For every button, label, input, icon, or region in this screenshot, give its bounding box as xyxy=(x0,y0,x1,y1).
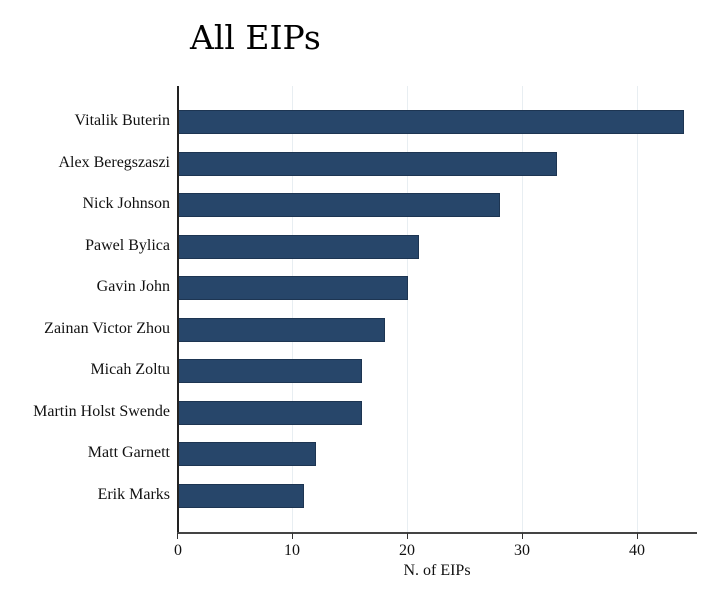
bar xyxy=(178,317,385,342)
x-tick xyxy=(407,533,408,539)
y-category-label: Zainan Victor Zhou xyxy=(44,319,170,337)
bar xyxy=(178,276,408,300)
bar xyxy=(178,151,558,176)
y-category-label: Pawel Bylica xyxy=(85,236,170,254)
y-category-label: Vitalik Buterin xyxy=(74,112,170,129)
bar xyxy=(178,359,362,383)
bar xyxy=(178,234,420,259)
y-category-label: Erik Marks xyxy=(97,485,170,503)
x-tick-label: 30 xyxy=(514,542,530,559)
bar xyxy=(178,193,500,217)
chart-title: All EIPs xyxy=(190,18,321,57)
x-tick-label: 0 xyxy=(174,542,182,559)
y-category-label: Alex Beregszaszi xyxy=(58,153,170,171)
x-tick-label: 20 xyxy=(399,542,415,559)
y-category-label: Micah Zoltu xyxy=(90,361,170,378)
bar xyxy=(178,483,305,508)
gridline-20 xyxy=(407,86,408,532)
x-tick xyxy=(292,533,293,539)
y-axis xyxy=(177,86,179,533)
x-tick-label: 40 xyxy=(629,542,645,559)
y-category-label: Gavin John xyxy=(96,278,170,295)
x-tick xyxy=(522,533,523,539)
x-axis xyxy=(177,532,697,534)
y-category-label: Matt Garnett xyxy=(87,444,170,461)
gridline-30 xyxy=(522,86,523,532)
bar xyxy=(178,442,316,466)
gridline-10 xyxy=(292,86,293,532)
x-tick xyxy=(637,533,638,539)
bar xyxy=(178,400,362,425)
x-axis-title: N. of EIPs xyxy=(403,562,471,579)
y-category-label: Nick Johnson xyxy=(82,195,170,212)
y-category-label: Martin Holst Swende xyxy=(33,402,170,420)
x-tick xyxy=(177,533,178,539)
x-tick-label: 10 xyxy=(284,542,300,559)
gridline-40 xyxy=(637,86,638,532)
bar xyxy=(178,110,684,134)
